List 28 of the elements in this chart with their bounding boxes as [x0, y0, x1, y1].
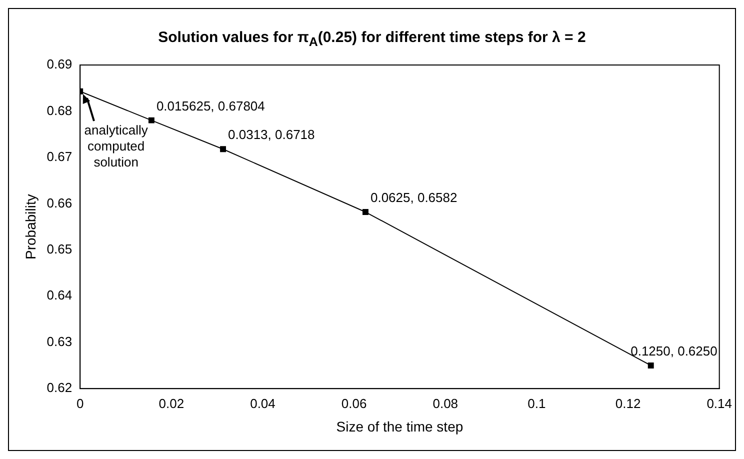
y-tick-label: 0.68	[46, 102, 72, 118]
x-tick-label: 0.1	[528, 396, 546, 411]
chart-title: Solution values for π$_{A}$(0.25) for different time steps for λ = 2	[157, 29, 587, 49]
y-tick-label: 0.64	[46, 288, 72, 303]
y-tick-label: 0.65	[46, 241, 72, 256]
point	[220, 146, 226, 152]
x-tick-label: 0.06	[341, 396, 367, 411]
y-tick-label: 0.67	[46, 149, 72, 164]
data-label: 0.1250, 0.6250	[630, 344, 718, 359]
point	[362, 209, 368, 215]
y-tick-label: 0.69	[46, 56, 72, 72]
y-tick-label: 0.62	[46, 380, 72, 396]
x-tick-label: 0.12	[615, 396, 641, 411]
x-tick-label: 0	[76, 396, 84, 411]
annotation: analytically computed solution	[84, 122, 148, 170]
y-axis-title: Probability	[22, 194, 38, 260]
x-tick-label: 0.08	[432, 396, 458, 411]
y-tick-label: 0.63	[46, 334, 72, 349]
x-tick-label: 0.02	[158, 396, 184, 411]
data-label: 0.015625, 0.67804	[156, 98, 265, 114]
y-tick-label: 0.66	[46, 195, 72, 210]
data-label: 0.0313, 0.6718	[228, 127, 315, 142]
point	[148, 117, 154, 124]
point	[648, 362, 654, 368]
x-axis-title: Size of the time step	[336, 418, 464, 434]
x-tick-label: 0.04	[250, 396, 276, 411]
x-tick-label: 0.14	[706, 396, 732, 411]
data-label: 0.0625, 0.6582	[370, 190, 458, 206]
